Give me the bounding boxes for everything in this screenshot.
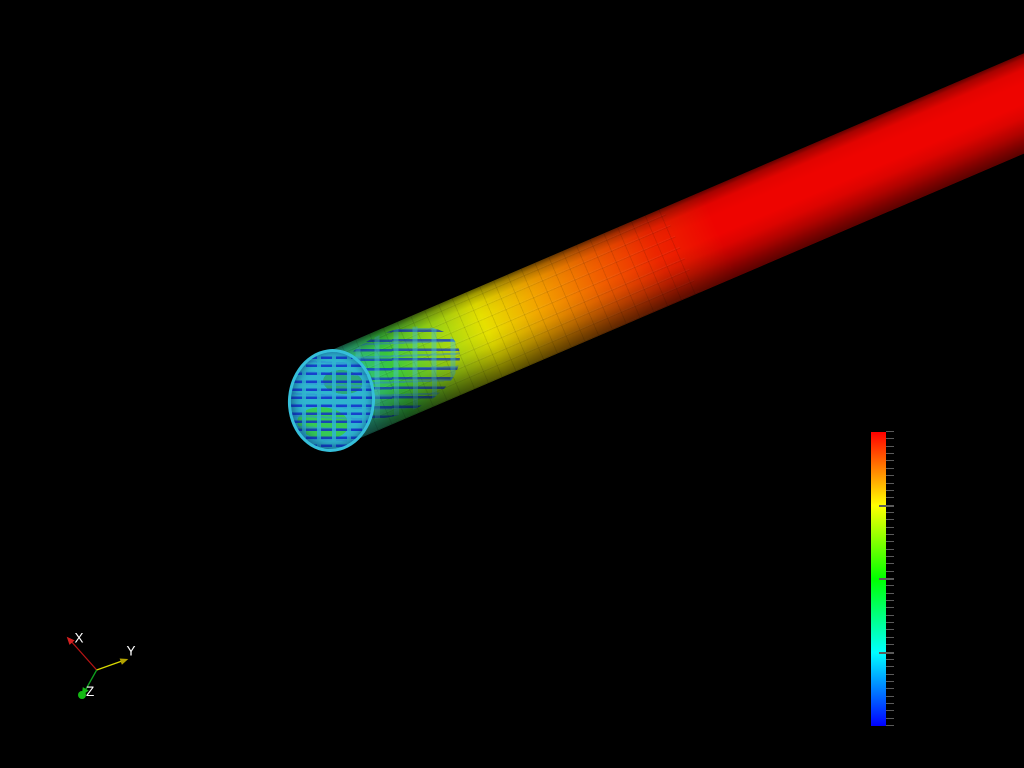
legend-minor-tick [886, 725, 894, 726]
triad-z-arrow-tip [78, 691, 86, 699]
legend-minor-tick [886, 702, 894, 704]
legend-minor-tick [886, 548, 894, 550]
pipe-surface [313, 38, 1024, 443]
legend-minor-tick [886, 680, 894, 682]
legend-minor-tick [886, 453, 894, 455]
legend-minor-tick [886, 607, 894, 609]
triad-x-arrow-icon [66, 636, 75, 645]
legend-minor-tick [886, 489, 894, 491]
triad-z-line [85, 669, 98, 690]
legend-minor-tick [886, 438, 894, 440]
legend-minor-tick [886, 592, 894, 594]
triad-y-arrow-icon [119, 658, 129, 665]
legend-minor-tick [886, 526, 894, 528]
legend-minor-tick [886, 482, 894, 484]
triad-y-line [96, 660, 123, 671]
legend-minor-tick [886, 600, 894, 602]
legend-minor-tick [886, 688, 894, 690]
legend-minor-tick [886, 519, 894, 521]
legend-minor-tick [886, 614, 894, 616]
legend-major-tick [879, 578, 894, 580]
legend-minor-tick [886, 511, 894, 513]
legend-minor-tick [886, 636, 894, 638]
triad-x-line [69, 639, 98, 671]
triad-z-label: Z [86, 684, 94, 699]
triad-x-label: X [75, 631, 84, 646]
legend-major-tick [879, 504, 894, 507]
legend-minor-tick [886, 666, 894, 668]
legend-minor-tick [886, 467, 894, 469]
legend-minor-tick [886, 695, 894, 697]
legend-major-tick [879, 651, 894, 654]
legend-minor-tick [886, 658, 894, 660]
legend-minor-tick [886, 431, 894, 432]
legend-minor-tick [886, 475, 894, 477]
legend-minor-tick [886, 673, 894, 675]
legend-minor-tick [886, 710, 894, 712]
legend-minor-tick [886, 460, 894, 462]
legend-minor-tick [886, 533, 894, 535]
legend-minor-tick [886, 585, 894, 587]
legend-minor-tick [886, 570, 894, 572]
legend-minor-tick [886, 629, 894, 631]
legend-ticks [879, 431, 895, 726]
legend-minor-tick [886, 563, 894, 565]
orientation-axes-widget: X Y Z [66, 631, 136, 699]
triad-y-label: Y [127, 644, 136, 659]
legend-minor-tick [886, 556, 894, 557]
legend-minor-tick [886, 541, 894, 543]
legend-minor-tick [886, 445, 894, 447]
legend-minor-tick [886, 717, 894, 719]
pipe-shading [313, 38, 1024, 443]
legend-minor-tick [886, 644, 894, 646]
legend-minor-tick [886, 622, 894, 624]
legend-minor-tick [886, 497, 894, 499]
